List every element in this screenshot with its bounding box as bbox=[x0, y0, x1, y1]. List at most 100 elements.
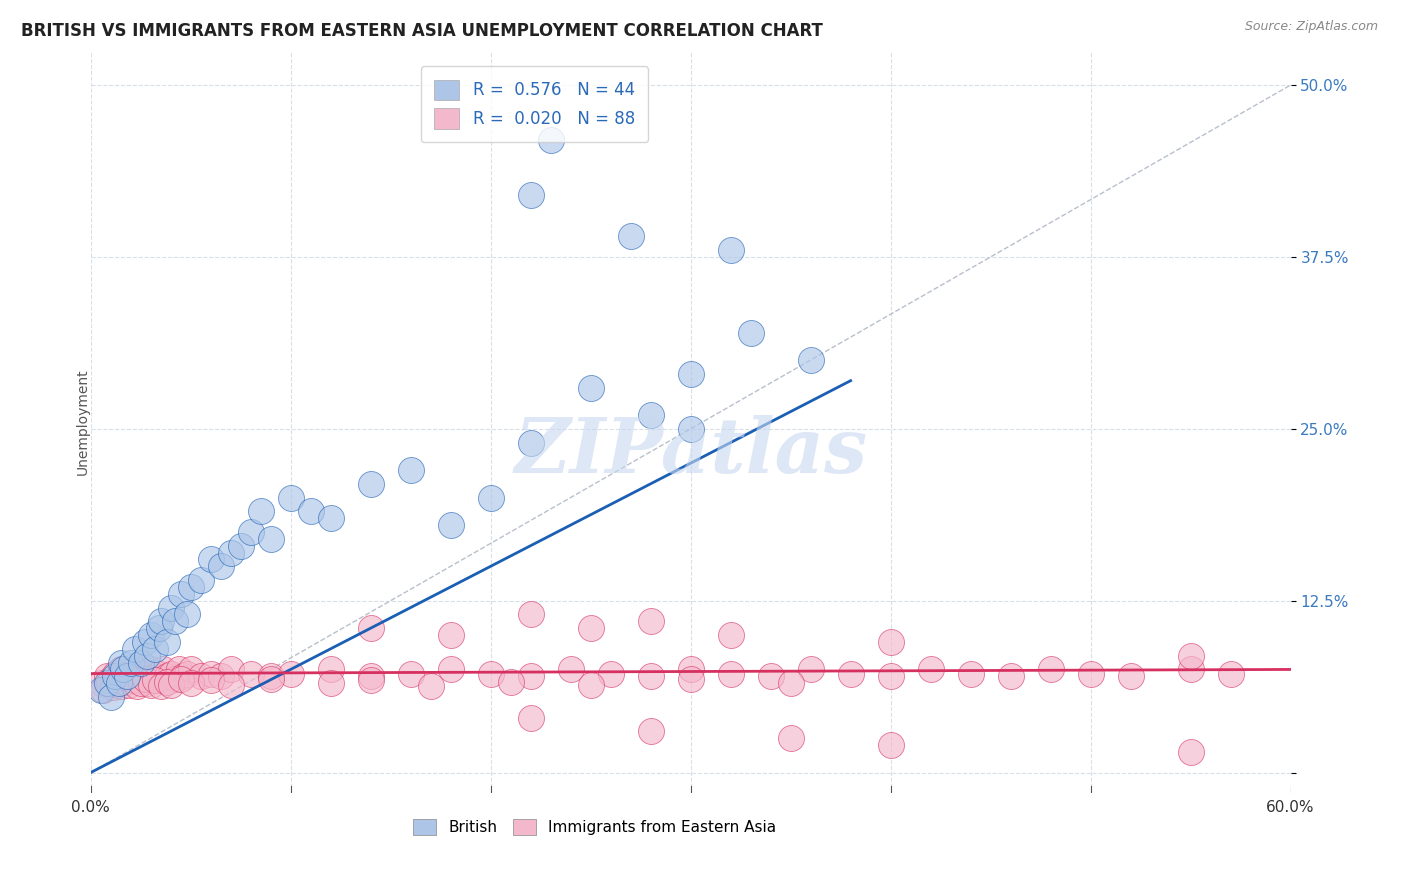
Point bbox=[111, 669, 134, 683]
Point bbox=[540, 133, 562, 147]
Point bbox=[129, 666, 152, 681]
Point bbox=[259, 532, 281, 546]
Point bbox=[115, 669, 138, 683]
Point bbox=[200, 552, 222, 566]
Point bbox=[111, 663, 134, 677]
Point bbox=[163, 615, 186, 629]
Point bbox=[640, 724, 662, 739]
Point bbox=[139, 663, 162, 677]
Point bbox=[720, 628, 742, 642]
Point bbox=[139, 677, 162, 691]
Point bbox=[190, 573, 212, 587]
Point bbox=[90, 676, 112, 690]
Point bbox=[159, 677, 181, 691]
Point bbox=[117, 666, 139, 681]
Point bbox=[800, 663, 823, 677]
Point bbox=[360, 621, 382, 635]
Point bbox=[519, 435, 541, 450]
Point bbox=[800, 353, 823, 368]
Point bbox=[319, 511, 342, 525]
Point bbox=[759, 669, 782, 683]
Point bbox=[129, 676, 152, 690]
Point bbox=[879, 738, 901, 752]
Point bbox=[679, 367, 702, 381]
Point bbox=[640, 615, 662, 629]
Point bbox=[959, 666, 981, 681]
Point bbox=[299, 504, 322, 518]
Point bbox=[110, 656, 132, 670]
Point bbox=[560, 663, 582, 677]
Point bbox=[172, 669, 194, 683]
Point bbox=[138, 666, 160, 681]
Point bbox=[620, 229, 643, 244]
Point bbox=[117, 677, 139, 691]
Point bbox=[740, 326, 762, 340]
Point bbox=[519, 669, 541, 683]
Point bbox=[120, 669, 142, 683]
Point bbox=[149, 679, 172, 693]
Point bbox=[779, 676, 801, 690]
Point bbox=[90, 683, 112, 698]
Point bbox=[1000, 669, 1022, 683]
Point bbox=[219, 545, 242, 559]
Point bbox=[259, 672, 281, 686]
Point bbox=[129, 656, 152, 670]
Point bbox=[97, 676, 120, 690]
Point bbox=[319, 676, 342, 690]
Point bbox=[259, 669, 281, 683]
Point bbox=[176, 607, 198, 622]
Point bbox=[163, 672, 186, 686]
Point bbox=[1119, 669, 1142, 683]
Text: Source: ZipAtlas.com: Source: ZipAtlas.com bbox=[1244, 20, 1378, 33]
Point bbox=[107, 676, 129, 690]
Point bbox=[479, 491, 502, 505]
Point bbox=[499, 674, 522, 689]
Point bbox=[120, 656, 142, 670]
Point bbox=[200, 666, 222, 681]
Point bbox=[167, 663, 190, 677]
Point bbox=[100, 690, 122, 704]
Point bbox=[124, 641, 146, 656]
Point bbox=[1180, 663, 1202, 677]
Point bbox=[679, 663, 702, 677]
Point bbox=[479, 666, 502, 681]
Point bbox=[128, 672, 150, 686]
Point bbox=[114, 674, 136, 689]
Point bbox=[180, 580, 202, 594]
Point bbox=[239, 666, 262, 681]
Point bbox=[1219, 666, 1241, 681]
Point bbox=[920, 663, 942, 677]
Point bbox=[169, 672, 191, 686]
Point bbox=[360, 673, 382, 688]
Point bbox=[143, 673, 166, 688]
Point bbox=[149, 615, 172, 629]
Point bbox=[640, 408, 662, 422]
Point bbox=[1080, 666, 1102, 681]
Point bbox=[190, 669, 212, 683]
Text: 0.0%: 0.0% bbox=[72, 800, 110, 815]
Point bbox=[720, 666, 742, 681]
Point bbox=[135, 676, 157, 690]
Point bbox=[579, 380, 602, 394]
Point bbox=[779, 731, 801, 746]
Point bbox=[100, 672, 122, 686]
Point bbox=[679, 672, 702, 686]
Point bbox=[131, 669, 153, 683]
Point bbox=[439, 628, 461, 642]
Point bbox=[439, 663, 461, 677]
Point bbox=[879, 669, 901, 683]
Point bbox=[319, 663, 342, 677]
Point bbox=[159, 666, 181, 681]
Point bbox=[105, 676, 128, 690]
Point bbox=[219, 663, 242, 677]
Point bbox=[1180, 648, 1202, 663]
Point bbox=[124, 663, 146, 677]
Point bbox=[599, 666, 621, 681]
Point bbox=[125, 679, 148, 693]
Point bbox=[229, 539, 252, 553]
Point bbox=[156, 635, 179, 649]
Point bbox=[720, 243, 742, 257]
Point bbox=[209, 559, 232, 574]
Point bbox=[519, 710, 541, 724]
Text: 60.0%: 60.0% bbox=[1267, 800, 1315, 815]
